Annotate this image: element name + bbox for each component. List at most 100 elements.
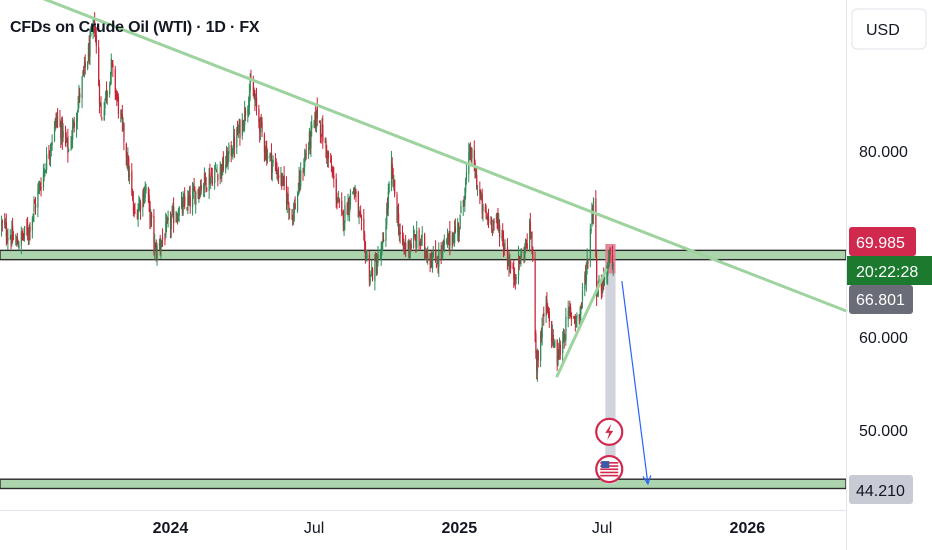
candle [193,177,195,192]
candle [34,199,36,204]
candle [55,112,57,129]
candle [199,180,202,198]
candle [432,245,434,258]
candle [104,98,106,116]
candle [581,301,583,310]
candle [46,147,48,174]
candle [81,75,83,109]
lightning-icon[interactable] [595,417,624,446]
target-zone[interactable] [605,273,616,484]
support-price-badge: 44.210 [849,475,913,504]
candle [535,330,537,359]
candle [348,197,350,215]
candle [498,213,500,234]
candle [513,259,515,288]
currency-button[interactable]: USD [851,8,927,50]
candle [114,65,116,100]
candle [476,167,478,190]
candle [465,162,468,185]
candle [237,120,239,136]
candle [529,212,532,240]
candle [282,176,285,186]
candle [271,159,273,182]
horizontal-level[interactable] [0,249,847,261]
candle [27,227,30,246]
horizontal-levels [0,249,847,490]
candle [21,230,23,241]
candle [109,71,112,86]
candle [495,212,498,224]
x-tick-label: Jul [592,520,612,537]
candle [127,147,129,172]
candle [61,116,64,150]
candle [200,179,202,195]
candle [409,240,412,259]
us-flag-icon[interactable] [595,454,624,484]
arrow-head [642,475,652,486]
y-tick-label: 50.000 [859,423,908,440]
candle [161,240,163,248]
candle [253,87,255,100]
candle [551,321,553,349]
candle [397,205,399,227]
candle [29,222,31,241]
candle [438,242,440,278]
candle [541,317,543,346]
candle [574,315,576,324]
candle [337,197,339,204]
candle [192,183,195,200]
candle [349,195,351,222]
candle [166,216,169,224]
candle [608,249,610,268]
candle [263,132,266,162]
candle [525,238,527,254]
candle [1,219,4,232]
candle [401,225,404,246]
candle [342,212,344,215]
candle [44,163,46,177]
candle [94,12,96,38]
candle [278,166,280,185]
candle [57,108,59,129]
candle [125,142,127,166]
candle [298,166,300,195]
candle [73,116,75,133]
y-tick-label: 60.000 [859,330,908,347]
candle [492,219,494,234]
candle [56,112,58,128]
candle [398,203,400,236]
candle [525,239,528,249]
candle [151,211,153,227]
candle [595,190,597,259]
candle [192,181,194,216]
candle [283,166,285,191]
candle [458,227,461,242]
candle [233,128,236,158]
candle [521,248,523,259]
horizontal-level[interactable] [0,478,847,490]
candle [363,208,365,241]
candle [457,218,459,241]
candle [416,220,418,252]
candle [559,340,562,360]
candle [289,208,291,219]
candle [360,205,362,218]
candle [148,188,150,213]
candle [16,235,18,247]
candle [238,118,240,134]
candle [23,226,26,242]
candle [309,130,311,155]
candle [269,152,271,162]
candle [9,229,11,240]
candle [402,232,404,252]
candle [20,226,23,255]
candle [128,165,131,185]
candle [275,158,277,175]
candle [532,246,534,262]
trendline[interactable] [32,0,848,313]
trendline[interactable] [555,268,608,378]
candle [564,333,566,342]
candle [396,191,398,223]
projection-arrow [621,280,652,486]
